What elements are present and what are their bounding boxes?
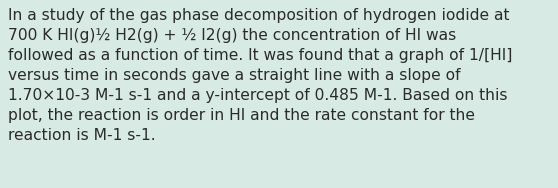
Text: In a study of the gas phase decomposition of hydrogen iodide at
700 K HI(g)½ H2(: In a study of the gas phase decompositio… [8,8,513,143]
